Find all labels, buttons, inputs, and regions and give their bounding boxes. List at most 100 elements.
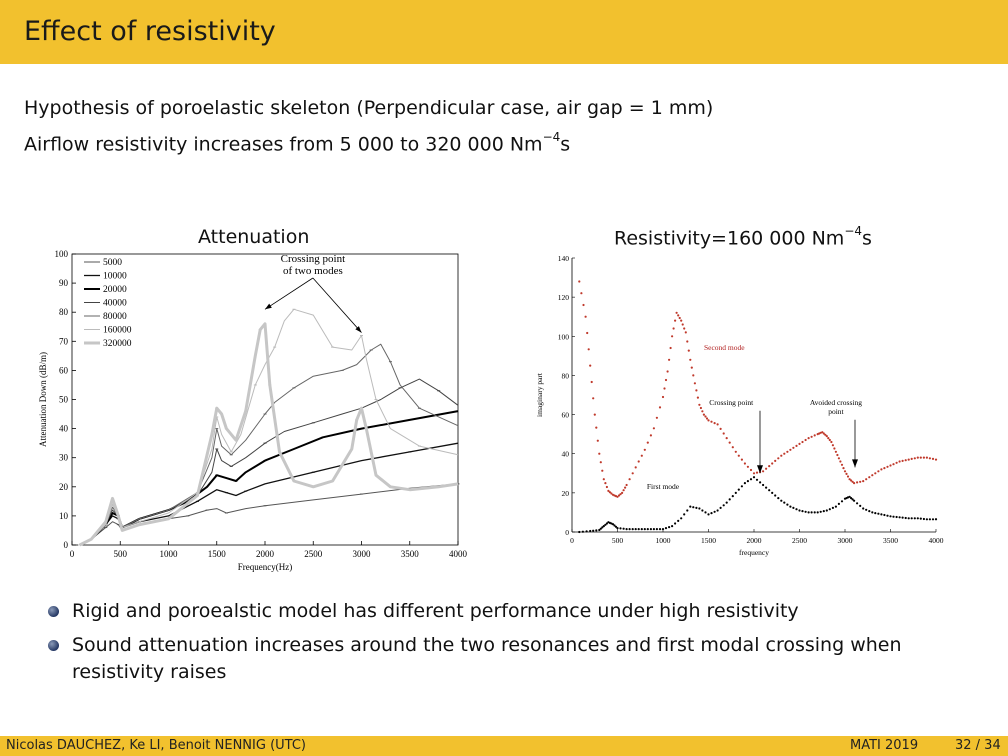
scatter-point xyxy=(613,524,616,527)
legend-label: 160000 xyxy=(103,326,132,336)
series-line-20000 xyxy=(79,410,459,546)
scatter-point xyxy=(710,512,713,515)
x-tick-label: 1000 xyxy=(160,549,179,559)
y-tick-label: 100 xyxy=(558,332,570,341)
scatter-point xyxy=(608,491,611,494)
scatter-point xyxy=(825,509,828,512)
scatter-point xyxy=(851,480,854,483)
scatter-point xyxy=(862,480,865,483)
scatter-point xyxy=(886,514,889,517)
scatter-point xyxy=(701,410,704,413)
scatter-point xyxy=(722,504,725,507)
annotation-avoided-crossing: Avoided crossing xyxy=(810,398,862,407)
annotation-arrowhead xyxy=(757,465,763,474)
scatter-point xyxy=(611,523,615,526)
x-tick-label: 4000 xyxy=(449,549,468,559)
scatter-point xyxy=(578,280,581,283)
annotation-arrowhead xyxy=(355,326,362,333)
scatter-point xyxy=(672,327,675,330)
scatter-point xyxy=(771,491,774,494)
scatter-point xyxy=(840,500,844,503)
scatter-point xyxy=(671,335,674,338)
legend-label: 20000 xyxy=(103,285,127,295)
scatter-point xyxy=(907,517,910,520)
scatter-point xyxy=(677,314,680,317)
y-tick-label: 60 xyxy=(59,365,69,375)
scatter-point xyxy=(889,515,892,518)
scatter-point xyxy=(830,440,833,444)
scatter-point xyxy=(907,458,910,461)
scatter-point xyxy=(840,463,844,466)
scatter-point xyxy=(734,450,737,453)
scatter-point xyxy=(813,434,816,437)
right-chart-title-suffix: s xyxy=(862,227,872,250)
scatter-point xyxy=(877,470,880,473)
scatter-point xyxy=(848,495,851,498)
scatter-point xyxy=(774,494,777,497)
footer-authors: Nicolas DAUCHEZ, Ke LI, Benoit NENNIG (U… xyxy=(6,738,306,753)
scatter-point xyxy=(850,479,853,482)
x-tick-label: 3500 xyxy=(883,536,898,545)
x-tick-label: 2000 xyxy=(747,536,762,545)
scatter-point xyxy=(693,382,696,385)
scatter-point xyxy=(792,506,795,509)
scatter-point xyxy=(813,511,816,514)
y-tick-label: 70 xyxy=(59,336,69,346)
scatter-point xyxy=(746,480,749,483)
scatter-point xyxy=(602,478,605,481)
scatter-point xyxy=(913,517,916,520)
scatter-point xyxy=(661,395,665,399)
scatter-point xyxy=(596,439,599,442)
scatter-point xyxy=(819,510,822,513)
scatter-point xyxy=(716,423,719,426)
scatter-point xyxy=(755,471,759,474)
slide-title: Effect of resistivity xyxy=(24,16,276,47)
scatter-point xyxy=(680,517,683,520)
scatter-point xyxy=(765,486,768,489)
scatter-point xyxy=(628,478,631,481)
scatter-point xyxy=(783,501,786,504)
scatter-point xyxy=(616,527,619,530)
scatter-point xyxy=(856,502,859,505)
scatter-point xyxy=(731,446,734,449)
scatter-point xyxy=(834,505,837,508)
x-tick-label: 500 xyxy=(114,549,128,559)
left-chart-title: Attenuation xyxy=(198,226,310,248)
scatter-point xyxy=(681,323,684,326)
scatter-point xyxy=(649,434,652,437)
scatter-point xyxy=(901,459,904,462)
bullet-dot-icon xyxy=(48,606,59,617)
scatter-point xyxy=(689,358,692,361)
scatter-point xyxy=(755,478,759,481)
scatter-point xyxy=(837,457,840,460)
scatter-point xyxy=(634,528,637,531)
scatter-point xyxy=(834,450,837,453)
y-tick-label: 60 xyxy=(562,411,570,420)
scatter-point xyxy=(825,435,828,438)
scatter-point xyxy=(795,444,798,447)
scatter-point xyxy=(780,499,783,502)
intro-line-1: Hypothesis of poroelastic skeleton (Perp… xyxy=(24,97,714,119)
scatter-point xyxy=(886,465,889,468)
scatter-point xyxy=(752,472,756,475)
scatter-point xyxy=(934,518,938,521)
scatter-point xyxy=(743,462,746,465)
scatter-point xyxy=(631,472,634,475)
scatter-point xyxy=(807,511,810,514)
scatter-point xyxy=(652,528,655,531)
scatter-point xyxy=(646,441,649,444)
scatter-point xyxy=(883,467,886,470)
scatter-point xyxy=(675,311,678,314)
scatter-point xyxy=(704,415,707,418)
scatter-point xyxy=(822,432,825,435)
scatter-point xyxy=(904,516,907,520)
scatter-point xyxy=(919,517,922,520)
scatter-point xyxy=(646,528,649,531)
scatter-point xyxy=(622,489,625,492)
scatter-point xyxy=(798,509,801,512)
scatter-point xyxy=(795,508,798,511)
scatter-point xyxy=(616,495,619,498)
scatter-point xyxy=(622,527,625,530)
scatter-point xyxy=(661,528,665,531)
scatter-point xyxy=(798,442,801,445)
